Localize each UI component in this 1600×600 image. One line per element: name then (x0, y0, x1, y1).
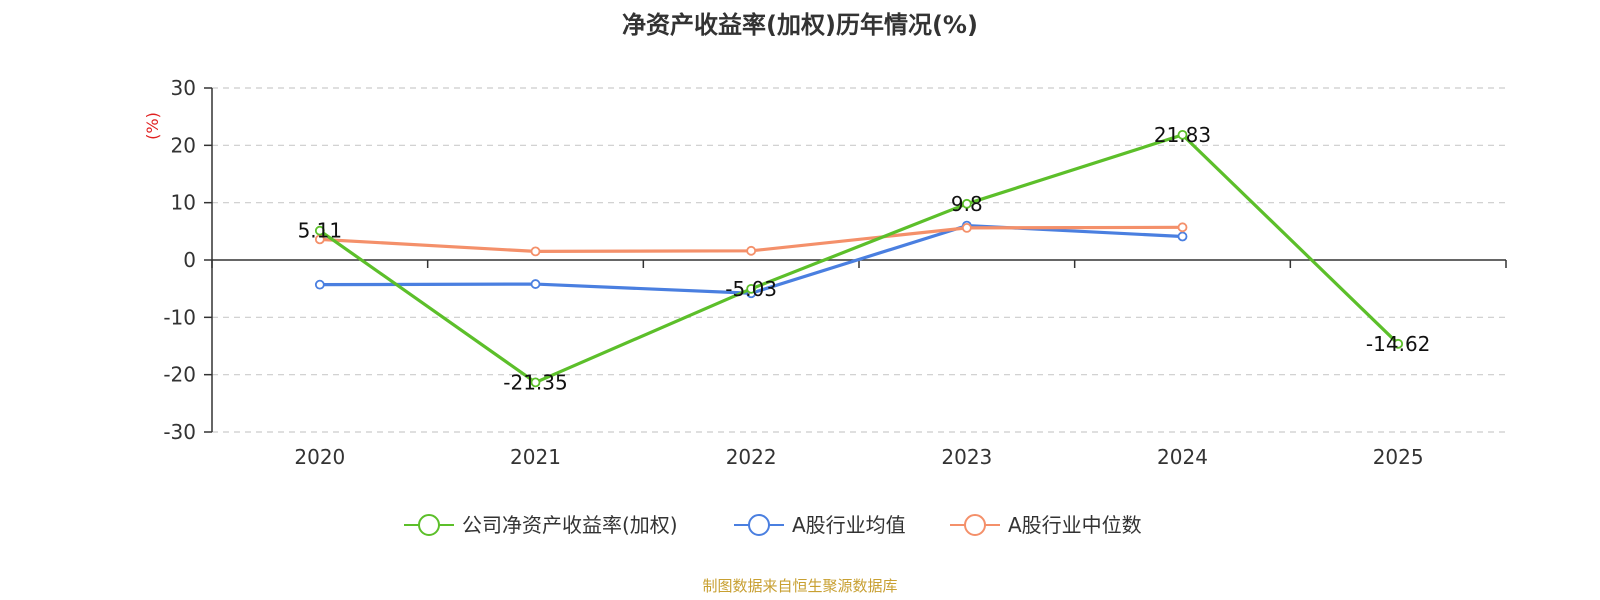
x-tick-label: 2021 (510, 445, 561, 469)
y-axis-label: (%) (143, 112, 162, 140)
chart-title: 净资产收益率(加权)历年情况(%) (622, 11, 978, 39)
data-label: -21.35 (503, 370, 567, 394)
data-point[interactable] (1177, 222, 1188, 233)
grid-lines (212, 87, 1506, 433)
x-tick-label: 2023 (941, 445, 992, 469)
legend-label: 公司净资产收益率(加权) (462, 513, 678, 537)
y-tick-label: 0 (183, 248, 196, 272)
legend-item[interactable]: A股行业均值 (734, 513, 906, 537)
x-tick-label: 2025 (1373, 445, 1424, 469)
legend[interactable]: 公司净资产收益率(加权) A股行业均值 A股行业中位数 (404, 513, 1142, 537)
x-tick-label: 2020 (294, 445, 345, 469)
data-label: -14.62 (1366, 332, 1430, 356)
legend-item[interactable]: 公司净资产收益率(加权) (404, 513, 678, 537)
data-point[interactable] (961, 222, 972, 233)
legend-marker (964, 514, 986, 536)
source-note: 制图数据来自恒生聚源数据库 (702, 577, 897, 595)
y-tick-label: 30 (171, 76, 196, 100)
data-point[interactable] (746, 245, 757, 256)
y-tick-label: -10 (163, 305, 196, 329)
data-labels: 5.11 -21.35 -5.03 9.8 21.83 -14.62 (298, 123, 1431, 395)
series-2 (314, 222, 1188, 257)
y-tick-label: -30 (163, 420, 196, 444)
series-line (318, 133, 1400, 385)
data-point[interactable] (1393, 338, 1404, 349)
data-point[interactable] (314, 279, 325, 290)
series-0 (314, 129, 1404, 388)
data-label: -5.03 (725, 277, 777, 301)
data-point[interactable] (1177, 129, 1188, 140)
axes: 30 20 10 0 -10 -20 -30 2020 2021 2022 2023 2024 2025 (163, 76, 1507, 469)
y-tick-label: 20 (171, 133, 196, 157)
data-label: 9.8 (951, 192, 983, 216)
data-point[interactable] (746, 283, 757, 294)
x-tick-label: 2024 (1157, 445, 1208, 469)
data-point[interactable] (314, 225, 325, 236)
legend-marker (418, 514, 440, 536)
x-tick-label: 2022 (726, 445, 777, 469)
legend-marker (748, 514, 770, 536)
data-point[interactable] (530, 279, 541, 289)
y-tick-label: 10 (171, 191, 196, 215)
data-label: 21.83 (1154, 123, 1211, 147)
data-point[interactable] (1177, 231, 1188, 242)
data-point[interactable] (961, 198, 972, 209)
y-tick-label: -20 (163, 363, 196, 387)
legend-label: A股行业中位数 (1008, 513, 1142, 537)
data-point[interactable] (530, 377, 541, 388)
legend-item[interactable]: A股行业中位数 (950, 513, 1142, 537)
data-point[interactable] (530, 246, 541, 257)
legend-label: A股行业均值 (792, 513, 906, 537)
plot-series (314, 129, 1404, 388)
data-label: 5.11 (298, 219, 343, 243)
